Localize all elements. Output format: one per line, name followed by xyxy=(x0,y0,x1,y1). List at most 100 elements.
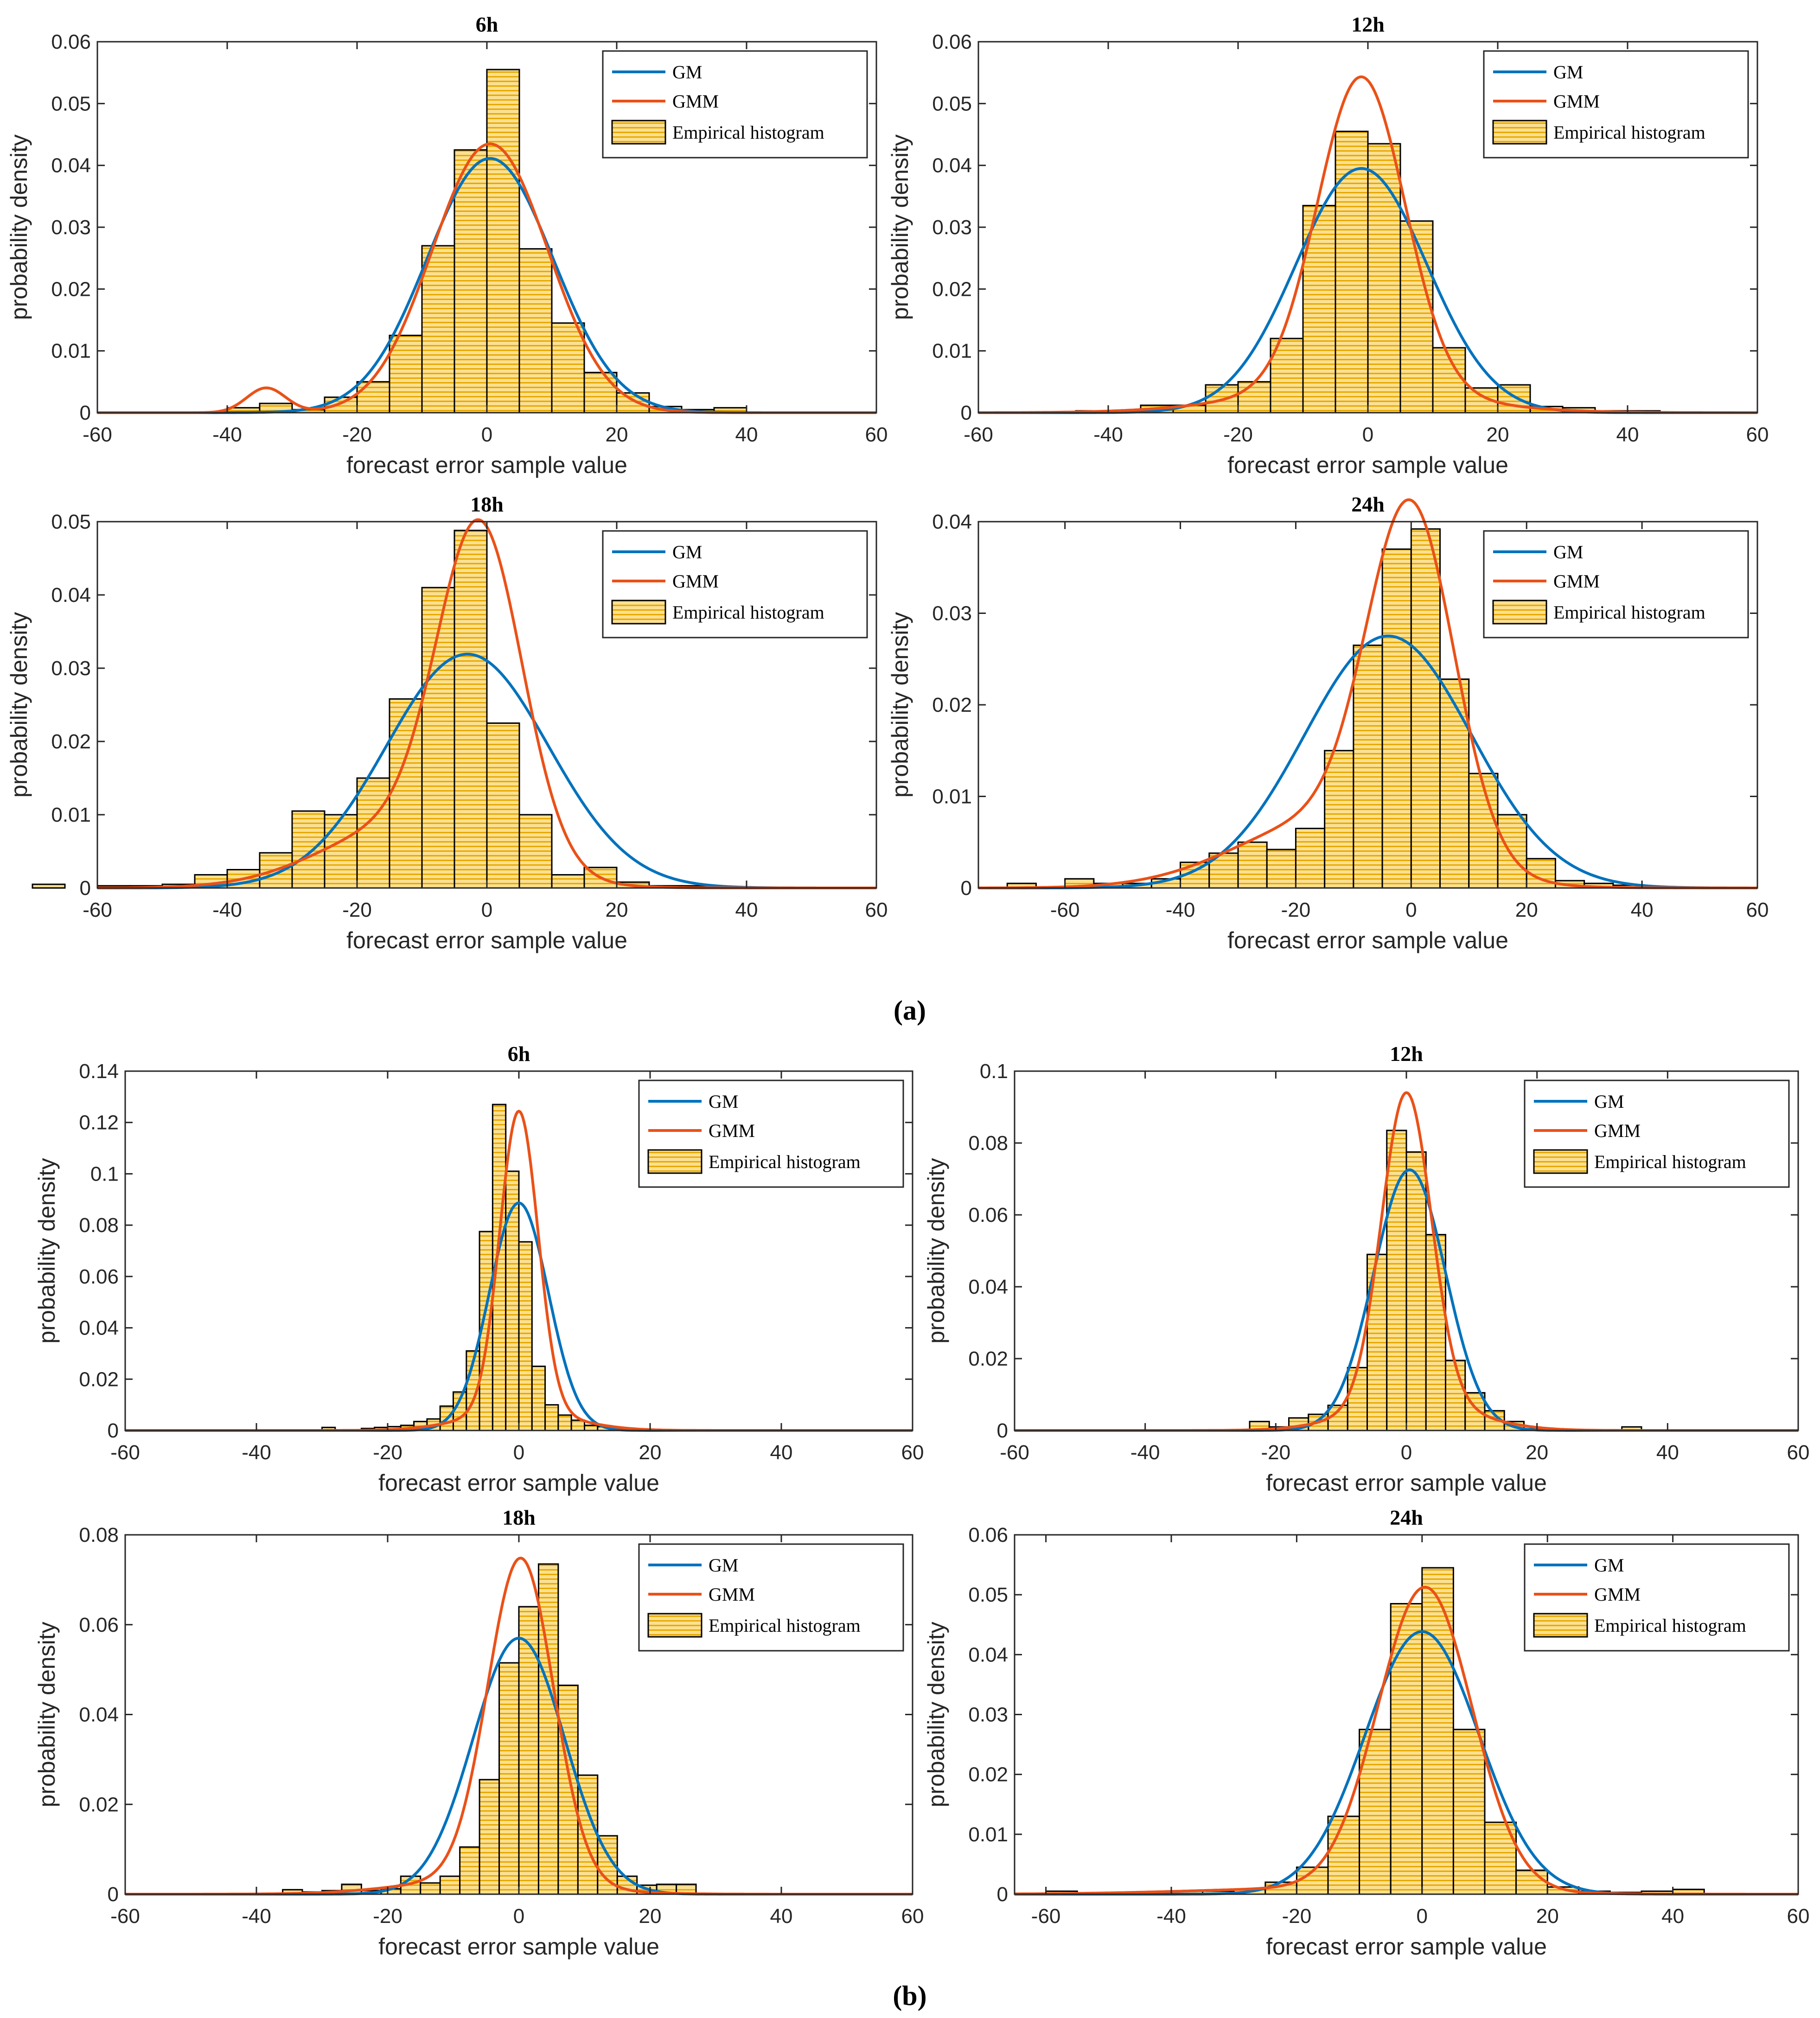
x-axis-label: forecast error sample value xyxy=(378,1934,659,1960)
x-tick-label: -60 xyxy=(1050,899,1080,921)
x-tick-label: 60 xyxy=(1787,1441,1810,1464)
y-tick-label: 0.08 xyxy=(79,1214,119,1237)
chart-panel-b-6h: -60 -40 -20 0 20 40 60 0 0.02 0.04 0.06 0.08 0.1 0.12… xyxy=(34,1042,924,1496)
histogram-bar xyxy=(453,530,488,889)
histogram-bar xyxy=(518,248,553,414)
x-tick-label: -40 xyxy=(242,1441,271,1464)
x-axis-label: forecast error sample value xyxy=(346,927,627,953)
x-axis-label: forecast error sample value xyxy=(1266,1934,1547,1960)
x-tick-label: 0 xyxy=(513,1905,524,1928)
y-tick-label: 0.05 xyxy=(51,511,91,533)
y-tick-label: 0.03 xyxy=(51,657,91,680)
x-tick-label: 20 xyxy=(606,423,628,446)
legend-hist-swatch xyxy=(611,600,666,625)
histogram-bar xyxy=(544,1404,559,1431)
histogram-bar xyxy=(32,883,66,889)
legend-gm-label: GM xyxy=(1594,1091,1624,1112)
histogram-bar xyxy=(1405,1151,1427,1431)
y-tick-label: 0.06 xyxy=(968,1204,1008,1226)
histogram-bar xyxy=(557,1685,579,1895)
y-axis-label: probability density xyxy=(887,134,913,320)
chart-title: 18h xyxy=(502,1506,536,1529)
x-tick-label: 60 xyxy=(901,1441,924,1464)
x-tick-label: 0 xyxy=(481,899,492,921)
histogram-bar xyxy=(356,381,390,414)
histogram-bar xyxy=(459,1846,480,1895)
histogram-bar xyxy=(1266,849,1296,889)
x-tick-label: -20 xyxy=(373,1905,402,1928)
x-tick-label: -60 xyxy=(1000,1441,1029,1464)
histogram-bar xyxy=(557,1414,572,1431)
y-axis-label: probability density xyxy=(923,1622,949,1807)
x-tick-label: -60 xyxy=(1031,1905,1061,1928)
y-axis-label: probability density xyxy=(6,612,32,798)
chart-title: 24h xyxy=(1351,492,1385,516)
x-tick-label: 0 xyxy=(1362,423,1373,446)
x-tick-label: -20 xyxy=(1261,1441,1291,1464)
x-tick-label: -20 xyxy=(1281,899,1311,921)
y-tick-label: 0 xyxy=(108,1883,119,1906)
y-tick-label: 0 xyxy=(108,1419,119,1442)
x-tick-label: 20 xyxy=(639,1905,662,1928)
histogram-bar xyxy=(1439,678,1470,889)
legend: GM GMM Empirical histogram xyxy=(602,530,868,639)
histogram-bar xyxy=(1410,528,1441,889)
x-axis-label: forecast error sample value xyxy=(378,1470,659,1496)
x-tick-label: 40 xyxy=(1656,1441,1679,1464)
x-tick-label: -20 xyxy=(1282,1905,1312,1928)
x-tick-label: -20 xyxy=(342,423,372,446)
x-tick-label: -40 xyxy=(1130,1441,1160,1464)
y-tick-label: 0 xyxy=(997,1883,1008,1906)
chart-panel-b-24h: -60 -40 -20 0 20 40 60 0 0.01 0.02 0.03 0.04 0.05 0.0… xyxy=(923,1506,1809,1960)
y-tick-label: 0.04 xyxy=(79,1317,119,1340)
histogram-bar xyxy=(1324,750,1354,889)
x-axis-label: forecast error sample value xyxy=(1227,927,1508,953)
x-axis-label: forecast error sample value xyxy=(346,452,627,478)
y-tick-label: 0.04 xyxy=(932,511,972,533)
y-axis-label: probability density xyxy=(887,612,913,798)
y-tick-label: 0.01 xyxy=(51,340,91,363)
chart-title: 6h xyxy=(508,1042,530,1066)
x-tick-label: -20 xyxy=(1223,423,1253,446)
legend-hist-swatch xyxy=(1533,1613,1588,1638)
y-tick-label: 0.05 xyxy=(968,1584,1008,1606)
x-tick-label: 40 xyxy=(1661,1905,1684,1928)
legend-gmm-label: GMM xyxy=(709,1120,755,1141)
x-tick-label: 40 xyxy=(1616,423,1639,446)
legend: GM GMM Empirical histogram xyxy=(1524,1543,1790,1652)
chart-title: 12h xyxy=(1351,13,1385,36)
histogram-bar xyxy=(1295,828,1326,889)
legend-hist-label: Empirical histogram xyxy=(672,122,824,143)
legend: GM GMM Empirical histogram xyxy=(638,1543,904,1652)
histogram-bar xyxy=(551,322,585,414)
y-axis-label: probability density xyxy=(34,1622,60,1807)
y-tick-label: 0 xyxy=(997,1419,1008,1442)
x-tick-label: -40 xyxy=(242,1905,271,1928)
y-tick-label: 0.02 xyxy=(932,278,972,300)
x-tick-label: 60 xyxy=(865,899,888,921)
y-tick-label: 0.12 xyxy=(79,1111,119,1134)
histogram-bar xyxy=(1237,381,1271,414)
x-tick-label: 60 xyxy=(1787,1905,1810,1928)
x-tick-label: 20 xyxy=(1487,423,1509,446)
legend: GM GMM Empirical histogram xyxy=(1483,50,1749,159)
y-tick-label: 0.02 xyxy=(79,1368,119,1391)
histogram-bar xyxy=(439,1875,461,1895)
x-tick-label: 40 xyxy=(770,1441,793,1464)
y-tick-label: 0 xyxy=(80,402,91,424)
legend-hist-label: Empirical histogram xyxy=(672,602,824,623)
x-tick-label: 0 xyxy=(1405,899,1417,921)
y-tick-label: 0.02 xyxy=(968,1763,1008,1786)
legend-hist-label: Empirical histogram xyxy=(709,1615,861,1636)
x-tick-label: -60 xyxy=(83,899,112,921)
chart-title: 6h xyxy=(476,13,498,36)
x-tick-label: -60 xyxy=(110,1905,140,1928)
x-axis-label: forecast error sample value xyxy=(1227,452,1508,478)
chart-panel-a-6h: -60 -40 -20 0 20 40 60 0 0.01 0.02 0.03 0.04 0.05 0.0… xyxy=(6,13,888,478)
y-tick-label: 0.06 xyxy=(968,1524,1008,1546)
legend-gmm-label: GMM xyxy=(672,571,719,592)
histogram-bar xyxy=(1353,645,1383,889)
x-tick-label: 40 xyxy=(770,1905,793,1928)
y-axis-label: probability density xyxy=(6,134,32,320)
